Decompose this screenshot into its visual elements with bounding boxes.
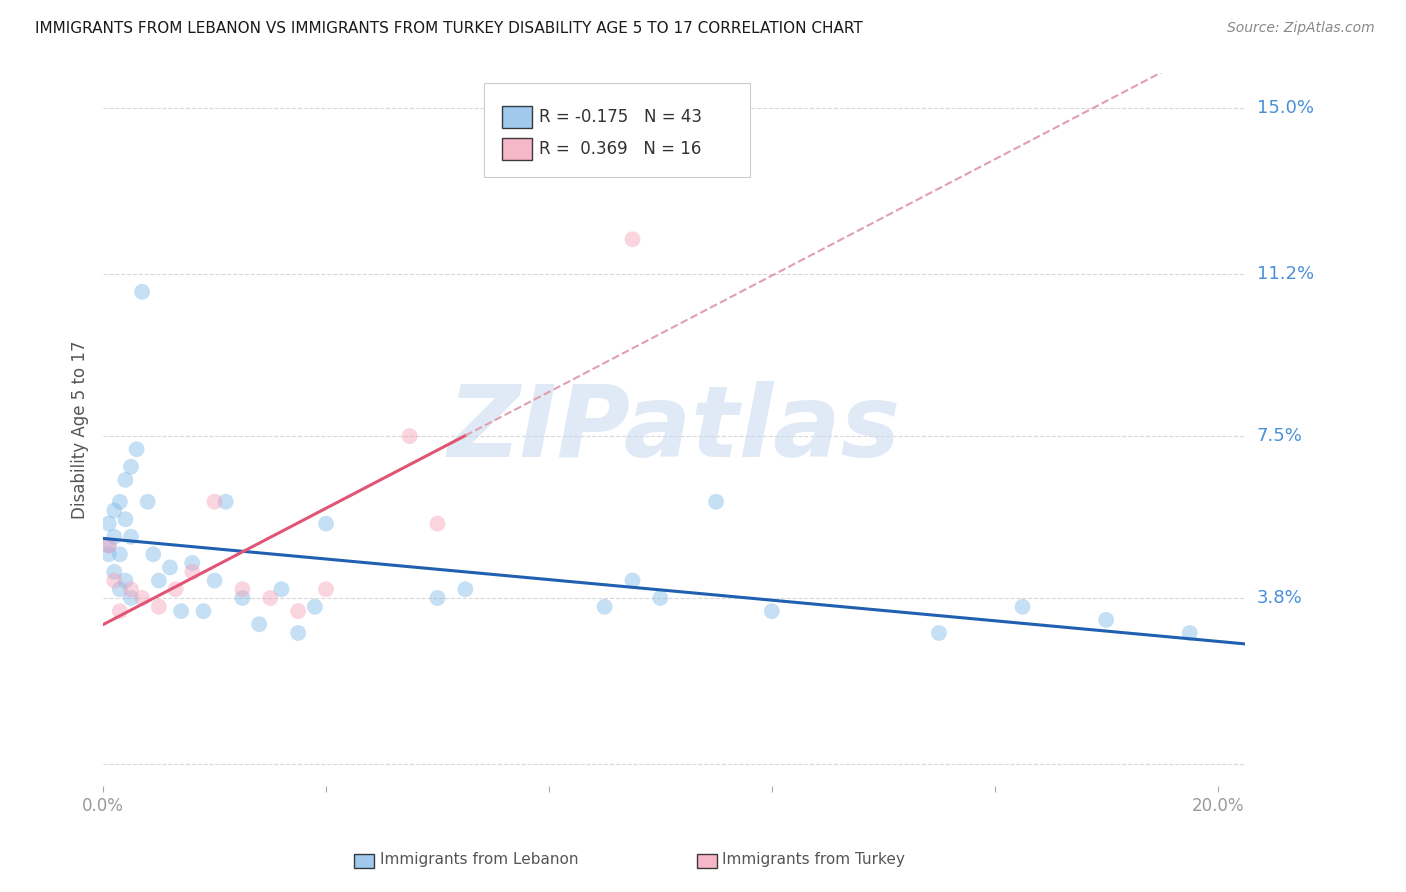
Point [315, 582, 337, 597]
Point [398, 429, 420, 443]
Point [204, 495, 226, 509]
Point [114, 512, 136, 526]
Point [165, 582, 187, 597]
Point [650, 591, 672, 605]
Text: Immigrants from Turkey: Immigrants from Turkey [723, 853, 905, 867]
Text: Immigrants from Lebanon: Immigrants from Lebanon [380, 853, 578, 867]
Point [120, 459, 142, 474]
Point [103, 574, 125, 588]
Point [136, 495, 159, 509]
Point [621, 232, 644, 246]
Point [181, 556, 204, 570]
Point [270, 582, 292, 597]
Point [125, 442, 148, 457]
Point [120, 591, 142, 605]
Text: 3.8%: 3.8% [1257, 589, 1302, 607]
Point [1011, 599, 1033, 614]
Point [704, 495, 727, 509]
Point [114, 473, 136, 487]
Point [114, 574, 136, 588]
Point [761, 604, 783, 618]
Point [108, 604, 131, 618]
Point [1095, 613, 1118, 627]
Point [103, 565, 125, 579]
Point [97, 547, 120, 561]
Point [108, 495, 131, 509]
Point [231, 582, 253, 597]
Point [193, 604, 215, 618]
Point [1178, 626, 1201, 640]
Text: Source: ZipAtlas.com: Source: ZipAtlas.com [1227, 21, 1375, 35]
Point [159, 560, 181, 574]
Text: IMMIGRANTS FROM LEBANON VS IMMIGRANTS FROM TURKEY DISABILITY AGE 5 TO 17 CORRELA: IMMIGRANTS FROM LEBANON VS IMMIGRANTS FR… [35, 21, 863, 36]
Text: 15.0%: 15.0% [1257, 99, 1313, 117]
Point [454, 582, 477, 597]
Point [108, 582, 131, 597]
Point [928, 626, 950, 640]
Point [142, 547, 165, 561]
Point [97, 516, 120, 531]
Y-axis label: Disability Age 5 to 17: Disability Age 5 to 17 [72, 341, 89, 519]
Point [204, 574, 226, 588]
Point [593, 599, 616, 614]
Text: R =  0.369   N = 16: R = 0.369 N = 16 [540, 140, 702, 158]
Point [108, 547, 131, 561]
Point [426, 516, 449, 531]
Point [215, 495, 238, 509]
Point [621, 574, 644, 588]
Point [131, 591, 153, 605]
Text: ZIPatlas: ZIPatlas [447, 381, 901, 478]
Point [287, 626, 309, 640]
Point [259, 591, 281, 605]
Text: 7.5%: 7.5% [1257, 427, 1302, 445]
Point [247, 617, 270, 632]
Point [148, 574, 170, 588]
Point [148, 599, 170, 614]
Point [103, 530, 125, 544]
Point [103, 503, 125, 517]
Point [120, 582, 142, 597]
Text: 11.2%: 11.2% [1257, 265, 1313, 284]
Point [97, 539, 120, 553]
Point [231, 591, 253, 605]
Point [426, 591, 449, 605]
Point [120, 530, 142, 544]
Point [181, 565, 204, 579]
Text: R = -0.175   N = 43: R = -0.175 N = 43 [540, 108, 702, 126]
Point [287, 604, 309, 618]
Point [304, 599, 326, 614]
Point [131, 285, 153, 299]
Point [97, 539, 120, 553]
Point [170, 604, 193, 618]
Point [315, 516, 337, 531]
